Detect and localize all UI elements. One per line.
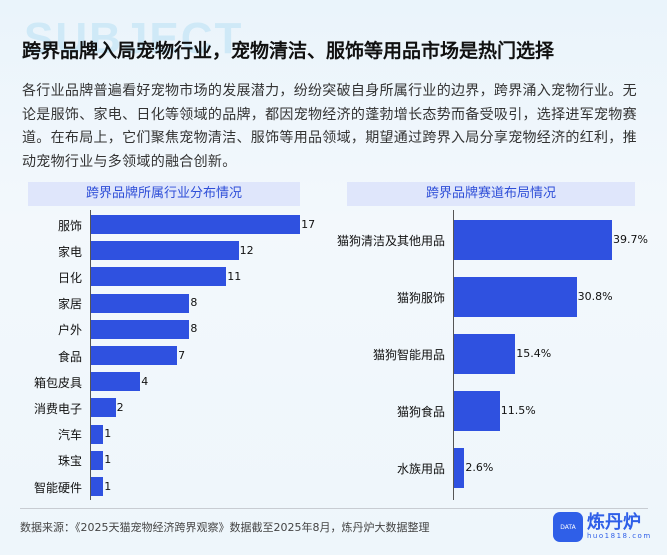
value-label: 30.8% xyxy=(577,290,613,303)
page-title: 跨界品牌入局宠物行业，宠物清洁、服饰等用品市场是热门选择 xyxy=(22,40,555,62)
category-label: 服饰 xyxy=(57,218,82,233)
category-label: 食品 xyxy=(57,349,82,364)
category-label: 日化 xyxy=(57,270,82,285)
bar xyxy=(454,277,577,317)
category-label: 猫狗食品 xyxy=(396,405,445,419)
category-label: 猫狗清洁及其他用品 xyxy=(336,234,445,248)
category-label: 家居 xyxy=(57,297,82,312)
data-source-note: 数据来源：《2025天猫宠物经济跨界观察》数据截至2025年8月，炼丹炉大数据整… xyxy=(20,521,430,534)
value-label: 4 xyxy=(141,374,149,388)
bar xyxy=(91,346,178,365)
value-label: 7 xyxy=(178,348,186,362)
logo-icon: DATA xyxy=(553,512,583,542)
y-axis-line xyxy=(90,210,91,500)
intro-paragraph: 各行业品牌普遍看好宠物市场的发展潜力，纷纷突破自身所属行业的边界，跨界涌入宠物行… xyxy=(22,83,637,170)
category-label: 猫狗智能用品 xyxy=(372,348,445,362)
category-label: 户外 xyxy=(57,323,82,338)
background-watermark-word: SUBJECT xyxy=(24,14,244,63)
bar xyxy=(91,293,190,313)
brand-logo: DATA 炼丹炉 huo1818.com xyxy=(553,512,652,542)
value-label: 1 xyxy=(104,427,112,441)
value-label: 8 xyxy=(190,296,198,310)
value-label: 2 xyxy=(116,400,124,414)
bar xyxy=(454,448,465,488)
logo-url: huo1818.com xyxy=(587,532,652,540)
y-axis-line xyxy=(453,210,454,500)
right-chart-title: 跨界品牌赛道布局情况 xyxy=(347,182,635,206)
value-label: 1 xyxy=(104,479,112,493)
category-label: 猫狗服饰 xyxy=(396,291,445,305)
bar xyxy=(91,319,190,339)
value-label: 17 xyxy=(301,217,316,231)
value-label: 12 xyxy=(239,243,254,257)
category-label: 珠宝 xyxy=(57,454,82,469)
category-label: 汽车 xyxy=(57,428,82,443)
category-label: 消费电子 xyxy=(33,401,82,416)
bar xyxy=(91,215,301,234)
bar xyxy=(91,267,227,287)
bar xyxy=(454,220,612,260)
category-label: 水族用品 xyxy=(396,462,445,476)
value-label: 15.4% xyxy=(516,347,552,360)
logo-name: 炼丹炉 xyxy=(587,512,641,533)
bar xyxy=(454,334,516,374)
value-label: 11 xyxy=(227,269,242,283)
left-chart-title: 跨界品牌所属行业分布情况 xyxy=(28,182,300,206)
bar xyxy=(91,450,104,470)
category-label: 智能硬件 xyxy=(33,480,82,495)
bar xyxy=(91,424,104,444)
bar xyxy=(454,391,500,431)
bar xyxy=(91,241,239,261)
category-label: 家电 xyxy=(57,244,82,259)
value-label: 1 xyxy=(104,453,112,467)
bar xyxy=(91,372,141,392)
bar xyxy=(91,477,104,496)
category-label: 箱包皮具 xyxy=(33,375,82,390)
value-label: 2.6% xyxy=(465,461,494,474)
value-label: 39.7% xyxy=(613,233,648,246)
bar xyxy=(91,398,116,418)
footer-divider xyxy=(20,508,648,509)
value-label: 11.5% xyxy=(500,404,536,417)
value-label: 8 xyxy=(190,322,198,336)
